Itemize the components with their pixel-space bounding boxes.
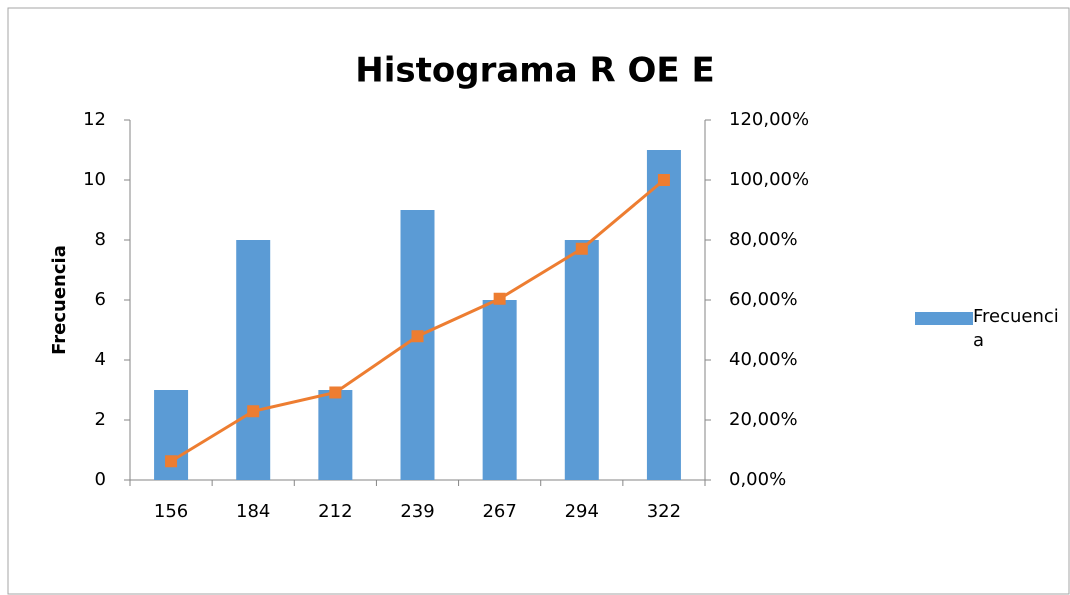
line-marker	[329, 386, 342, 399]
y2-tick-label: 60,00%	[729, 289, 798, 310]
y-tick-label: 10	[83, 169, 106, 190]
bar	[318, 390, 353, 480]
y-tick-label: 0	[95, 469, 106, 490]
line-marker	[493, 292, 506, 305]
chart-border	[7, 7, 1070, 595]
y-tick-label: 4	[95, 349, 106, 370]
legend-swatch	[915, 312, 973, 325]
line-marker	[657, 174, 670, 186]
bar	[564, 240, 599, 480]
bar	[646, 150, 681, 480]
bar	[236, 240, 271, 480]
x-tick-label: 294	[565, 501, 599, 522]
x-tick-label: 184	[236, 501, 270, 522]
y-tick-label: 6	[95, 289, 106, 310]
legend-label: Frecuencia	[973, 306, 1059, 351]
y2-tick-label: 40,00%	[729, 349, 798, 370]
y2-tick-label: 100,00%	[729, 169, 809, 190]
line-marker	[411, 330, 424, 343]
y2-tick-label: 80,00%	[729, 229, 798, 250]
legend: Frecuencia	[915, 305, 1069, 353]
chart-title: Histograma R OE E	[355, 51, 714, 91]
y-axis-label: Frecuencia	[49, 245, 70, 355]
line-marker	[165, 455, 178, 468]
y2-tick-label: 0,00%	[729, 469, 786, 490]
y-tick-label: 2	[95, 409, 106, 430]
x-tick-label: 322	[647, 501, 681, 522]
bar	[482, 300, 517, 480]
x-tick-label: 156	[154, 501, 188, 522]
line-marker	[247, 405, 260, 418]
y-tick-label: 8	[95, 229, 106, 250]
y2-tick-label: 120,00%	[729, 109, 809, 130]
y2-tick-label: 20,00%	[729, 409, 798, 430]
x-tick-label: 212	[318, 501, 352, 522]
x-tick-label: 267	[482, 501, 516, 522]
y-tick-label: 12	[83, 109, 106, 130]
line-marker	[575, 242, 588, 255]
x-tick-label: 239	[400, 501, 434, 522]
